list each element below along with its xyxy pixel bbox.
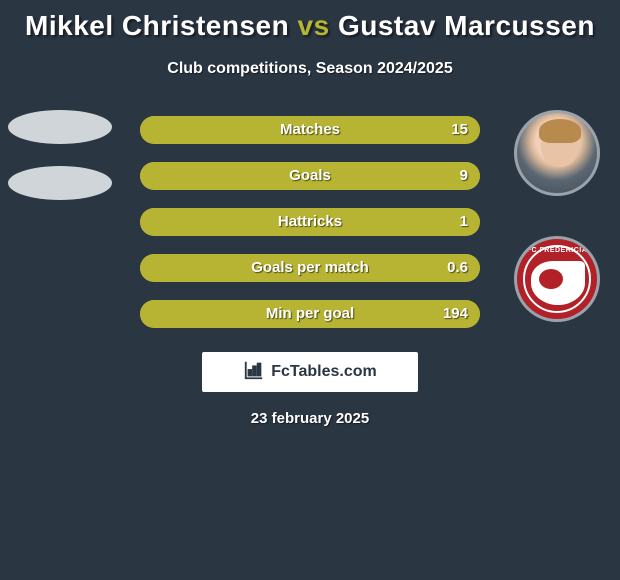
stat-row: Min per goal194 (140, 300, 480, 328)
brand-text: FcTables.com (271, 363, 377, 381)
bar-label: Goals (140, 162, 480, 190)
club-badge-text: FC FREDERICIA (517, 247, 597, 254)
stat-row: Hattricks1 (140, 208, 480, 236)
date-label: 23 february 2025 (0, 410, 620, 427)
player2-photo (514, 110, 600, 196)
bar-value-right: 1 (460, 208, 468, 236)
left-avatar-column (8, 110, 112, 200)
club-badge-shape (531, 261, 585, 305)
bar-label: Matches (140, 116, 480, 144)
bar-value-right: 194 (443, 300, 468, 328)
player1-name: Mikkel Christensen (25, 10, 289, 41)
vs-label: vs (298, 10, 330, 41)
player2-name: Gustav Marcussen (338, 10, 595, 41)
bar-label: Min per goal (140, 300, 480, 328)
bar-label: Hattricks (140, 208, 480, 236)
stat-row: Goals per match0.6 (140, 254, 480, 282)
stats-area: FC FREDERICIA Matches15 Goals9 Hattricks1 G… (0, 116, 620, 328)
stat-bars: Matches15 Goals9 Hattricks1 Goals per match… (140, 116, 480, 328)
bar-value-right: 9 (460, 162, 468, 190)
chart-icon (243, 359, 265, 386)
bar-label: Goals per match (140, 254, 480, 282)
brand-box[interactable]: FcTables.com (202, 352, 418, 392)
page-title: Mikkel Christensen vs Gustav Marcussen (0, 0, 620, 42)
subtitle: Club competitions, Season 2024/2025 (0, 60, 620, 78)
bar-value-right: 0.6 (447, 254, 468, 282)
comparison-card: Mikkel Christensen vs Gustav Marcussen C… (0, 0, 620, 580)
bar-value-right: 15 (451, 116, 468, 144)
player1-photo-placeholder (8, 110, 112, 144)
right-avatar-column: FC FREDERICIA (514, 110, 600, 322)
player1-club-placeholder (8, 166, 112, 200)
stat-row: Matches15 (140, 116, 480, 144)
player2-club-badge: FC FREDERICIA (514, 236, 600, 322)
stat-row: Goals9 (140, 162, 480, 190)
